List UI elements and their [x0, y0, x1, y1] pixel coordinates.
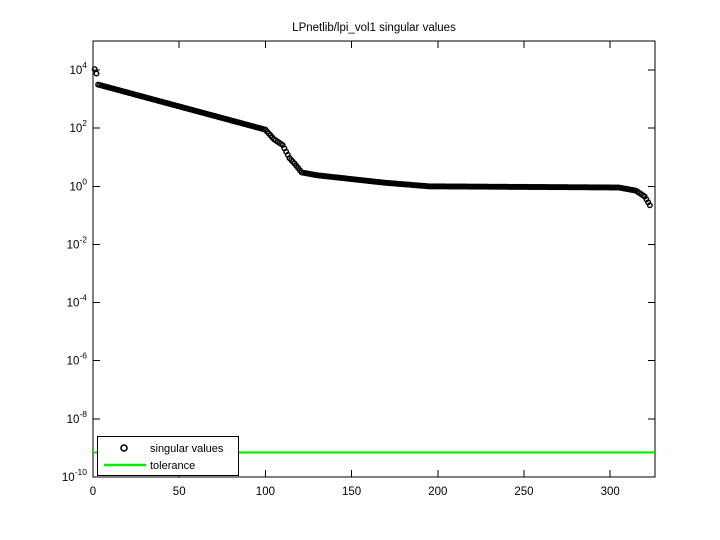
x-tick-label: 0 — [90, 486, 96, 498]
legend-box — [97, 436, 239, 476]
plot-title: LPnetlib/lpi_vol1 singular values — [292, 22, 456, 34]
series-layer — [91, 66, 655, 454]
plot-box — [92, 40, 656, 478]
y-tick-label: 10-4 — [67, 293, 88, 310]
legend-label-singular-values: singular values — [150, 443, 224, 455]
data-point — [93, 70, 100, 77]
legend-label-tolerance: tolerance — [150, 460, 195, 472]
x-tick-label: 50 — [173, 486, 186, 498]
y-tick-label: 100 — [69, 176, 87, 193]
y-tick-label: 10-10 — [62, 467, 87, 484]
x-tick-label: 250 — [514, 486, 533, 498]
y-tick-label: 10-6 — [67, 351, 88, 368]
axes-layer — [92, 40, 656, 478]
data-point — [646, 202, 653, 209]
tick-labels-layer: 0 50 100 150 200 250 300 104 102 100 10-2 10-4 10-6 1… — [62, 60, 620, 498]
legend: singular values tolerance — [97, 436, 239, 476]
y-tick-label: 102 — [69, 118, 87, 135]
x-tick-label: 150 — [342, 486, 361, 498]
x-tick-label: 200 — [428, 486, 447, 498]
x-tick-label: 300 — [601, 486, 620, 498]
y-tick-label: 10-2 — [67, 234, 88, 251]
y-tick-label: 10-8 — [67, 409, 88, 426]
legend-marker-circle-icon — [120, 444, 128, 452]
x-tick-label: 100 — [256, 486, 275, 498]
y-tick-label: 104 — [69, 60, 87, 77]
